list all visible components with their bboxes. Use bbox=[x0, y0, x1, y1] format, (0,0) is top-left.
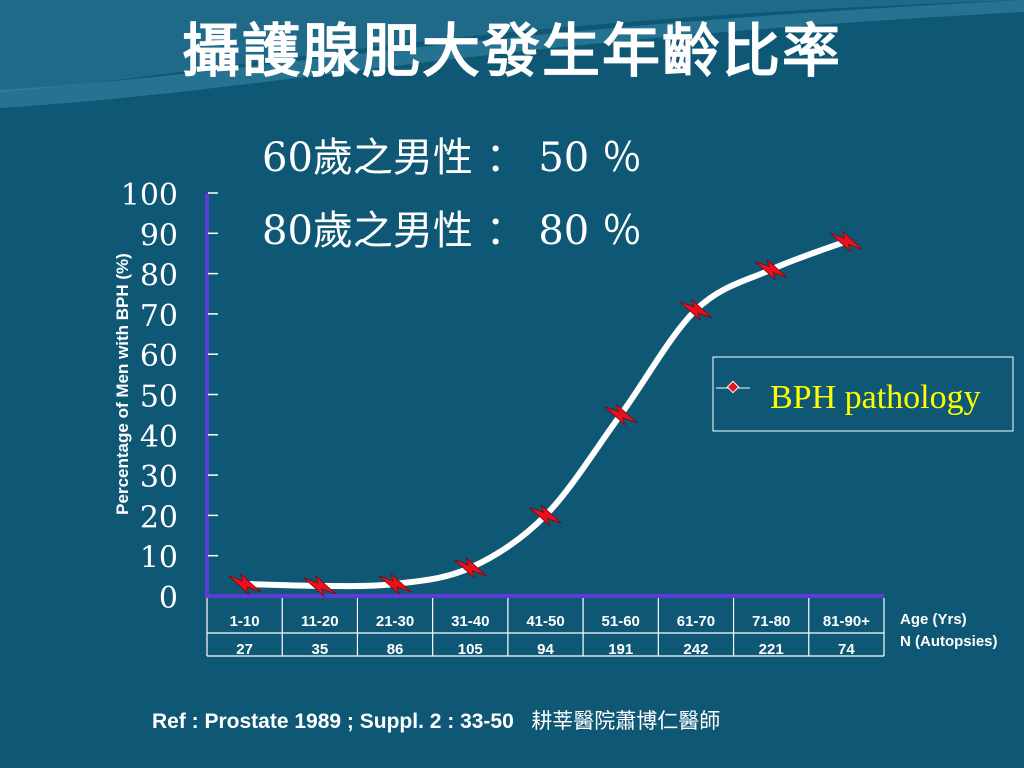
y-tick-label: 70 bbox=[140, 299, 178, 334]
y-tick-label: 0 bbox=[159, 581, 178, 616]
reference-line: Ref : Prostate 1989 ; Suppl. 2 : 33-50 耕… bbox=[152, 705, 720, 735]
y-tick-label: 30 bbox=[140, 460, 178, 495]
autopsy-count-label: 242 bbox=[683, 641, 708, 658]
y-tick-label: 100 bbox=[121, 178, 178, 213]
reference-citation: Ref : Prostate 1989 ; Suppl. 2 : 33-50 bbox=[152, 710, 514, 733]
data-point-marker bbox=[228, 572, 261, 596]
age-row-label: Age (Yrs) bbox=[900, 611, 967, 628]
x-category-label: 11-20 bbox=[301, 613, 339, 630]
legend-box bbox=[712, 356, 1014, 432]
data-point-marker bbox=[754, 258, 788, 281]
y-tick-label: 20 bbox=[140, 500, 178, 535]
x-category-label: 81-90+ bbox=[823, 613, 870, 630]
data-point-marker bbox=[454, 556, 487, 580]
data-point-marker bbox=[830, 230, 863, 253]
x-category-label: 31-40 bbox=[451, 613, 489, 630]
autopsy-count-label: 105 bbox=[458, 641, 483, 658]
autopsy-count-label: 221 bbox=[759, 641, 784, 658]
data-point-marker bbox=[604, 403, 637, 426]
y-tick-label: 60 bbox=[140, 339, 178, 374]
data-point-marker bbox=[679, 298, 713, 322]
x-category-label: 21-30 bbox=[376, 613, 414, 630]
y-axis-label: Percentage of Men with BPH (%) bbox=[113, 253, 132, 515]
stat-line-80: 80歲之男性 ： 80 ％ bbox=[262, 208, 642, 254]
reference-author: 耕莘醫院蕭博仁醫師 bbox=[531, 709, 721, 733]
x-category-label: 41-50 bbox=[526, 613, 564, 630]
autopsy-count-label: 74 bbox=[838, 641, 855, 658]
data-point-marker bbox=[303, 574, 337, 598]
y-tick-label: 80 bbox=[140, 259, 178, 294]
n-row-label: N (Autopsies) bbox=[900, 633, 998, 650]
stat-line-60: 60歲之男性 ： 50 ％ bbox=[262, 135, 642, 181]
autopsy-count-label: 35 bbox=[311, 641, 328, 658]
y-tick-label: 40 bbox=[140, 420, 178, 455]
slide-title: 攝護腺肥大發生年齡比率 bbox=[181, 17, 842, 85]
y-tick-label: 90 bbox=[140, 218, 178, 253]
x-category-label: 71-80 bbox=[752, 613, 790, 630]
legend-marker-swatch bbox=[726, 380, 740, 394]
y-tick-label: 10 bbox=[140, 541, 178, 576]
x-category-label: 61-70 bbox=[677, 613, 715, 630]
legend-label: BPH pathology bbox=[770, 379, 981, 416]
data-point-marker bbox=[529, 504, 562, 527]
y-tick-label: 50 bbox=[140, 380, 178, 415]
x-category-label: 1-10 bbox=[230, 613, 260, 630]
autopsy-count-label: 191 bbox=[608, 641, 633, 658]
autopsy-count-label: 86 bbox=[387, 641, 404, 658]
autopsy-count-label: 27 bbox=[236, 641, 253, 658]
x-category-label: 51-60 bbox=[602, 613, 640, 630]
autopsy-count-label: 94 bbox=[537, 641, 554, 658]
data-point-marker bbox=[378, 572, 412, 596]
series-line-bph bbox=[241, 238, 850, 590]
